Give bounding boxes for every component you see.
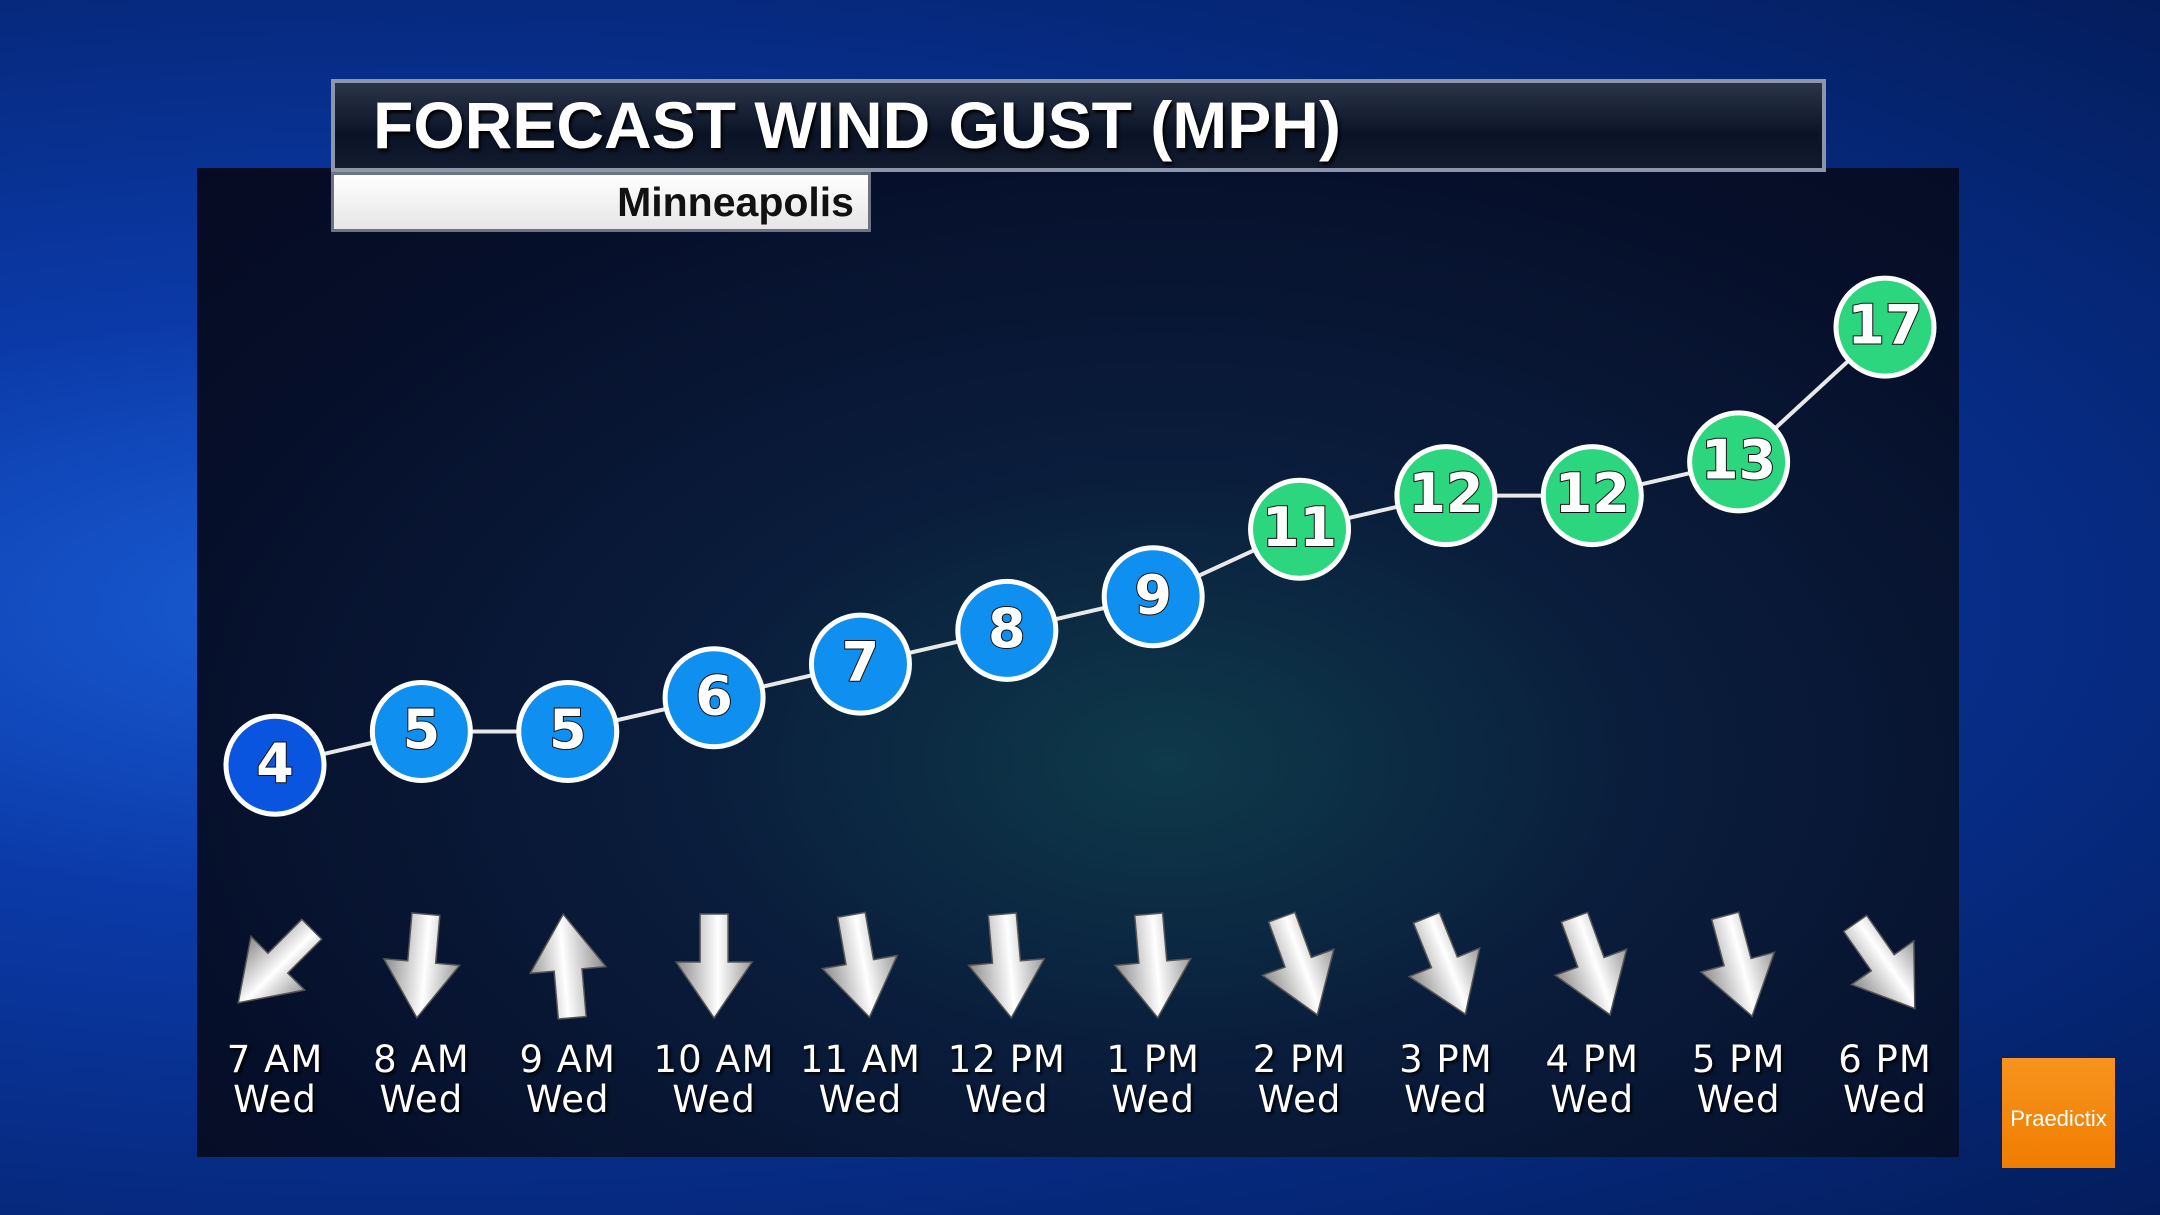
wind-arrow — [1260, 911, 1335, 1017]
data-point — [955, 578, 1059, 682]
wind-arrow — [528, 912, 608, 1020]
x-tick-label: 11 AM Wed — [799, 1038, 921, 1121]
data-point — [662, 646, 766, 750]
wind-arrow — [237, 918, 323, 1004]
wind-arrow — [1699, 911, 1776, 1018]
data-point — [516, 680, 620, 783]
chart-panel — [197, 168, 1959, 1157]
wind-arrow — [1407, 911, 1481, 1016]
data-label: 9 — [1134, 563, 1172, 626]
data-label: 6 — [695, 664, 733, 727]
chart-title: FORECAST WIND GUST (MPH) — [331, 79, 1826, 172]
x-tick-label: 1 PM Wed — [1106, 1038, 1200, 1121]
data-label: 12 — [1555, 462, 1630, 525]
data-label: 13 — [1701, 429, 1776, 492]
data-point — [223, 713, 327, 817]
data-point — [1540, 444, 1644, 548]
data-point — [1687, 410, 1791, 514]
x-tick-label: 4 PM Wed — [1545, 1038, 1640, 1121]
wind-arrow — [382, 912, 462, 1020]
wind-arrow — [967, 912, 1046, 1020]
x-tick-label: 3 PM Wed — [1399, 1038, 1493, 1121]
wind-arrow — [674, 913, 754, 1020]
x-tick-label: 2 PM Wed — [1252, 1038, 1347, 1121]
data-label: 5 — [549, 698, 587, 761]
x-tick-label: 12 PM Wed — [947, 1038, 1066, 1121]
x-tick-label: 10 AM Wed — [653, 1038, 775, 1121]
data-point — [1833, 275, 1937, 379]
data-point — [1248, 477, 1352, 581]
wind-arrow — [820, 911, 899, 1019]
data-label: 8 — [988, 597, 1026, 660]
x-tick-label: 7 AM Wed — [226, 1038, 324, 1121]
line — [274, 325, 1887, 768]
data-label: 7 — [842, 631, 880, 694]
data-label: 4 — [256, 732, 294, 795]
wind-arrow — [1842, 914, 1916, 1010]
wind-arrow — [1553, 911, 1628, 1017]
x-tick-label: 9 AM Wed — [519, 1038, 616, 1121]
logo: Praedictix — [2002, 1058, 2115, 1168]
data-label: 11 — [1262, 496, 1337, 559]
x-tick-label: 5 PM Wed — [1691, 1038, 1786, 1121]
data-point — [808, 612, 912, 716]
x-tick-label: 8 AM Wed — [373, 1038, 470, 1121]
data-point — [1101, 545, 1205, 649]
wind-arrow — [1113, 912, 1193, 1020]
data-label: 5 — [403, 698, 441, 761]
data-label: 17 — [1847, 294, 1922, 357]
data-point — [1394, 444, 1498, 548]
data-point — [369, 680, 473, 783]
chart-subtitle: Minneapolis — [331, 172, 871, 232]
data-label: 12 — [1408, 462, 1483, 525]
x-tick-label: 6 PM Wed — [1838, 1038, 1932, 1121]
